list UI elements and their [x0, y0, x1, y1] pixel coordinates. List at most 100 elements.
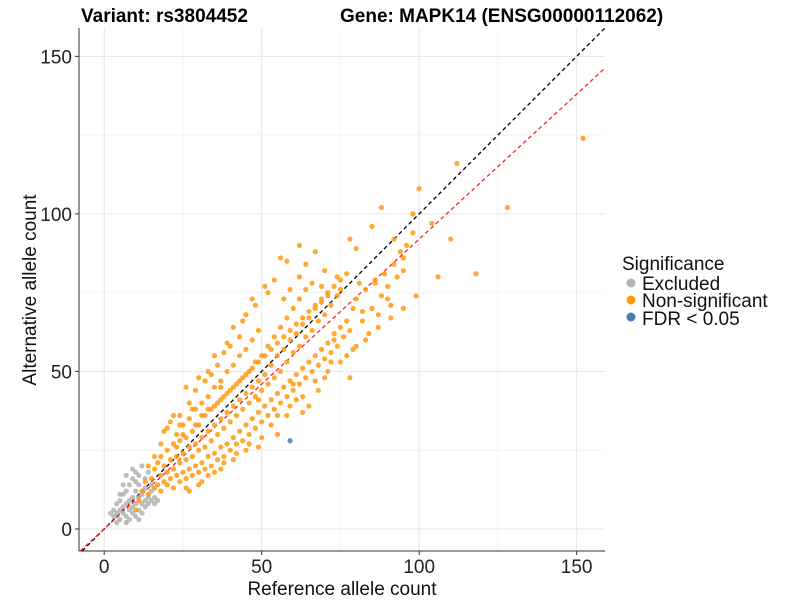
data-point: [240, 406, 246, 412]
data-point: [224, 340, 230, 346]
data-point: [117, 497, 123, 504]
data-point: [224, 390, 230, 397]
data-point: [315, 387, 321, 393]
data-point: [252, 394, 258, 400]
data-point: [237, 334, 243, 340]
data-point: [378, 204, 384, 211]
data-point: [237, 397, 243, 403]
data-point: [312, 353, 318, 359]
data-point: [287, 286, 293, 293]
data-point: [385, 296, 391, 302]
data-point: [240, 375, 246, 381]
data-point: [155, 460, 161, 466]
data-point: [123, 501, 129, 507]
data-point: [306, 359, 312, 365]
data-point: [177, 412, 183, 419]
data-point: [322, 356, 328, 362]
data-point: [243, 312, 249, 318]
data-point: [155, 497, 161, 504]
legend-label-fdr: FDR < 0.05: [642, 309, 740, 330]
series-non-significant: [133, 135, 586, 513]
reference-lines: [79, 27, 606, 552]
data-point: [164, 469, 170, 475]
data-point: [243, 346, 249, 352]
data-point: [180, 431, 186, 438]
data-point: [196, 375, 202, 381]
data-point: [230, 434, 236, 441]
data-point: [111, 513, 117, 519]
reference-line-identity: [81, 27, 606, 552]
legend-swatch-excluded: [626, 278, 636, 288]
data-point: [284, 412, 290, 419]
data-point: [385, 283, 391, 289]
data-point: [410, 211, 416, 217]
data-point: [274, 390, 281, 397]
data-point: [161, 428, 167, 434]
data-point: [133, 488, 139, 494]
data-point: [233, 450, 240, 456]
data-point: [221, 349, 227, 356]
data-point: [290, 349, 296, 356]
data-point: [287, 337, 293, 343]
data-point: [174, 472, 180, 478]
data-point: [274, 340, 281, 346]
data-point: [117, 491, 123, 497]
data-point: [139, 510, 145, 516]
data-point: [290, 305, 296, 312]
data-point: [281, 296, 287, 302]
y-tick-label: 100: [40, 205, 72, 226]
data-point: [199, 479, 205, 485]
data-point: [252, 425, 258, 431]
data-point: [151, 485, 158, 491]
data-point: [199, 400, 205, 406]
data-point: [180, 469, 186, 475]
data-point: [155, 482, 161, 488]
data-point: [129, 510, 136, 516]
data-point: [347, 327, 353, 334]
data-point: [136, 497, 142, 504]
tick-labels: 0 50 100 150 0 50 100 150: [40, 47, 592, 578]
data-point: [340, 334, 347, 340]
chart-title-gene: Gene: MAPK14 (ENSG00000112062): [340, 6, 663, 27]
y-tick-label: 0: [61, 520, 72, 541]
data-point: [262, 353, 268, 359]
data-point: [287, 403, 293, 409]
y-tick-label: 50: [51, 362, 72, 383]
data-point: [400, 267, 407, 274]
data-point: [237, 353, 243, 359]
data-point: [139, 488, 145, 494]
data-point: [202, 444, 208, 450]
data-point: [262, 283, 268, 289]
data-point: [186, 416, 192, 422]
data-point: [158, 453, 164, 460]
data-point: [133, 507, 139, 513]
data-point: [227, 419, 233, 425]
data-point: [303, 261, 309, 267]
data-point: [378, 293, 384, 299]
data-point: [196, 469, 202, 475]
data-point: [359, 318, 366, 324]
y-tick-label: 150: [40, 47, 72, 68]
data-point: [366, 331, 372, 337]
data-point: [363, 337, 369, 343]
data-point: [296, 274, 303, 280]
data-point: [353, 343, 359, 349]
y-axis-title: Alternative allele count: [20, 194, 41, 386]
legend-swatch-non-significant: [626, 295, 636, 305]
data-point: [123, 513, 129, 519]
data-point: [230, 324, 236, 330]
data-point: [214, 457, 221, 463]
data-point: [277, 400, 284, 406]
data-point: [199, 460, 205, 466]
data-point: [208, 371, 214, 378]
data-point: [167, 457, 173, 463]
data-point: [334, 274, 340, 280]
data-point: [262, 371, 268, 378]
data-point: [318, 346, 325, 352]
data-point: [189, 428, 195, 434]
data-point: [205, 453, 211, 460]
data-point: [192, 463, 199, 469]
data-point: [284, 315, 290, 321]
data-point: [114, 510, 120, 516]
data-point: [306, 315, 312, 321]
